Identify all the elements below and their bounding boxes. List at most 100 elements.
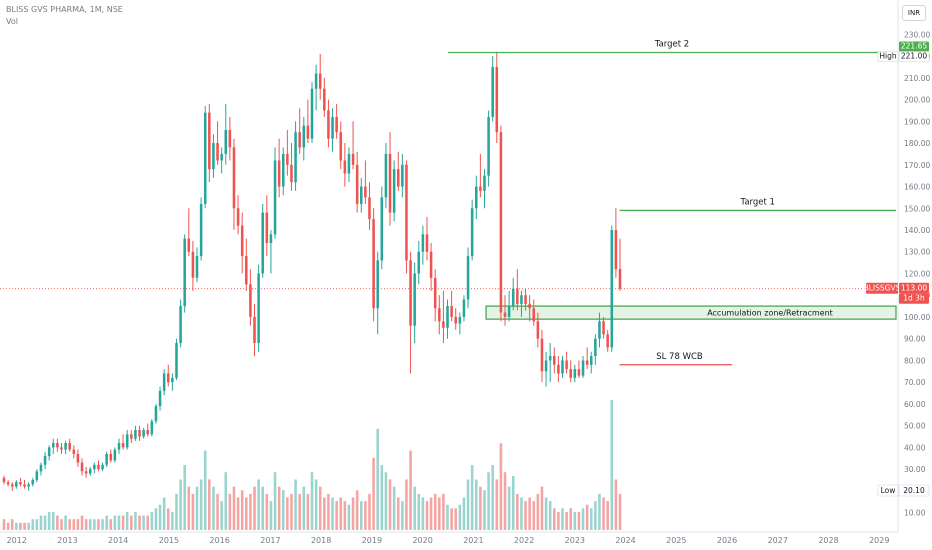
volume-bar <box>294 479 297 530</box>
high-value: 221.00 <box>901 52 927 61</box>
candle <box>6 480 10 487</box>
candle <box>232 138 236 230</box>
candle-body <box>109 453 113 461</box>
x-tick-label: 2024 <box>615 536 635 545</box>
candle <box>265 195 269 257</box>
volume-bar <box>142 515 145 530</box>
y-tick-label: 150.00 <box>904 204 930 213</box>
volume-bar <box>2 519 6 530</box>
volume-bar <box>380 465 384 530</box>
candle-body <box>220 153 223 161</box>
candle <box>376 251 379 335</box>
volume-bar <box>183 465 186 530</box>
volume-bar <box>499 443 503 530</box>
currency-button[interactable]: INR <box>902 5 926 21</box>
volume-bar <box>105 515 108 530</box>
candle <box>130 430 133 444</box>
candle <box>594 334 597 365</box>
candle-body <box>101 464 104 470</box>
candle-body <box>446 306 449 328</box>
volume-bar <box>388 479 392 530</box>
candle <box>286 130 289 176</box>
volume-bar <box>113 515 117 530</box>
candle <box>179 299 182 348</box>
candle-body <box>162 373 166 391</box>
stop-loss-label: SL 78 WCB <box>656 352 703 362</box>
candle <box>401 153 404 198</box>
volume-bar <box>310 472 314 530</box>
volume-bar <box>23 522 26 530</box>
volume-bar <box>232 486 236 530</box>
candle <box>565 351 568 374</box>
candle <box>544 351 548 387</box>
low-value-bg <box>898 484 930 497</box>
candle <box>585 347 589 370</box>
candle <box>281 147 285 196</box>
y-tick-label: 120.00 <box>904 269 930 278</box>
candle-body <box>483 175 486 191</box>
volume-bar <box>6 522 10 530</box>
volume-bar <box>433 493 437 530</box>
candle-body <box>331 116 334 139</box>
volume-bar <box>401 501 404 530</box>
candle-body <box>31 480 35 485</box>
candle-body <box>392 169 396 213</box>
candle <box>364 160 367 204</box>
volume-bar <box>339 497 343 530</box>
candle <box>610 225 614 352</box>
volume-bar <box>97 519 100 530</box>
x-tick-label: 2018 <box>311 536 331 545</box>
bar-countdown: 1d 3h <box>903 294 925 303</box>
candle-body <box>606 334 609 348</box>
candle-body <box>166 373 170 383</box>
volume-bar <box>318 486 322 530</box>
candle-body <box>105 453 108 465</box>
candle-body <box>438 308 441 322</box>
volume-bar <box>93 519 96 530</box>
volume-bar <box>528 497 531 530</box>
candle-body <box>499 132 503 313</box>
candle-body <box>19 482 22 485</box>
candle <box>528 295 531 322</box>
candle <box>331 108 334 152</box>
y-tick-label: 180.00 <box>904 139 930 148</box>
volume-bar <box>458 504 462 530</box>
candle-body <box>273 160 277 235</box>
candle-body <box>60 447 63 450</box>
candle <box>187 208 191 257</box>
candle-body <box>323 88 326 111</box>
candle <box>138 425 141 441</box>
volume-bar <box>450 508 453 530</box>
volume-bar <box>331 497 334 530</box>
candle-body <box>277 160 281 187</box>
candle <box>618 238 622 291</box>
y-tick-label: 200.00 <box>904 96 930 105</box>
volume-bar <box>392 486 396 530</box>
candle-body <box>138 430 141 437</box>
candle <box>88 466 92 476</box>
candle-body <box>589 356 593 365</box>
bar-countdown-bg <box>899 293 929 304</box>
volume-bar <box>413 486 416 530</box>
target-2-label: Target 2 <box>654 40 689 50</box>
volume-bar <box>360 501 363 530</box>
candle <box>388 132 392 226</box>
candle <box>19 477 22 487</box>
candle-body <box>376 260 379 309</box>
volume-bar <box>577 511 581 530</box>
target-price-badge-bg <box>899 41 929 52</box>
volume-bar <box>236 497 240 530</box>
volume-bar <box>88 519 92 530</box>
candle-body <box>236 208 240 226</box>
volume-bar <box>585 504 589 530</box>
candle-body <box>216 143 219 161</box>
candle-body <box>171 377 174 383</box>
last-price-value: 113.00 <box>901 284 927 293</box>
candle <box>76 449 80 467</box>
candle-body <box>577 369 581 376</box>
volume-bar <box>35 519 39 530</box>
volume-bar <box>421 497 425 530</box>
volume-bar <box>561 508 564 530</box>
candle <box>343 143 347 187</box>
